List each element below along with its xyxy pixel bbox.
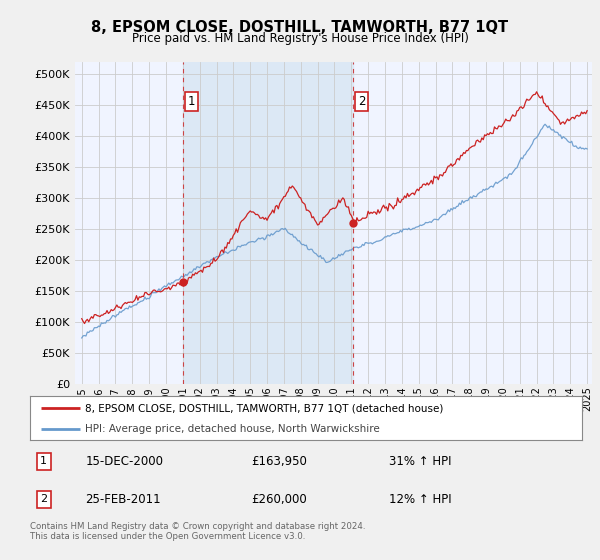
Text: 8, EPSOM CLOSE, DOSTHILL, TAMWORTH, B77 1QT: 8, EPSOM CLOSE, DOSTHILL, TAMWORTH, B77 …: [91, 20, 509, 35]
Text: 2: 2: [358, 95, 365, 108]
Text: 25-FEB-2011: 25-FEB-2011: [85, 493, 161, 506]
Text: 1: 1: [40, 456, 47, 466]
Text: 8, EPSOM CLOSE, DOSTHILL, TAMWORTH, B77 1QT (detached house): 8, EPSOM CLOSE, DOSTHILL, TAMWORTH, B77 …: [85, 403, 443, 413]
Text: Contains HM Land Registry data © Crown copyright and database right 2024.
This d: Contains HM Land Registry data © Crown c…: [30, 522, 365, 542]
Bar: [183, 62, 353, 384]
Text: 15-DEC-2000: 15-DEC-2000: [85, 455, 163, 468]
Text: 12% ↑ HPI: 12% ↑ HPI: [389, 493, 451, 506]
Text: £163,950: £163,950: [251, 455, 307, 468]
Text: HPI: Average price, detached house, North Warwickshire: HPI: Average price, detached house, Nort…: [85, 424, 380, 433]
Text: £260,000: £260,000: [251, 493, 307, 506]
Text: 1: 1: [188, 95, 196, 108]
Text: 31% ↑ HPI: 31% ↑ HPI: [389, 455, 451, 468]
Text: 2: 2: [40, 494, 47, 505]
Text: Price paid vs. HM Land Registry's House Price Index (HPI): Price paid vs. HM Land Registry's House …: [131, 32, 469, 45]
